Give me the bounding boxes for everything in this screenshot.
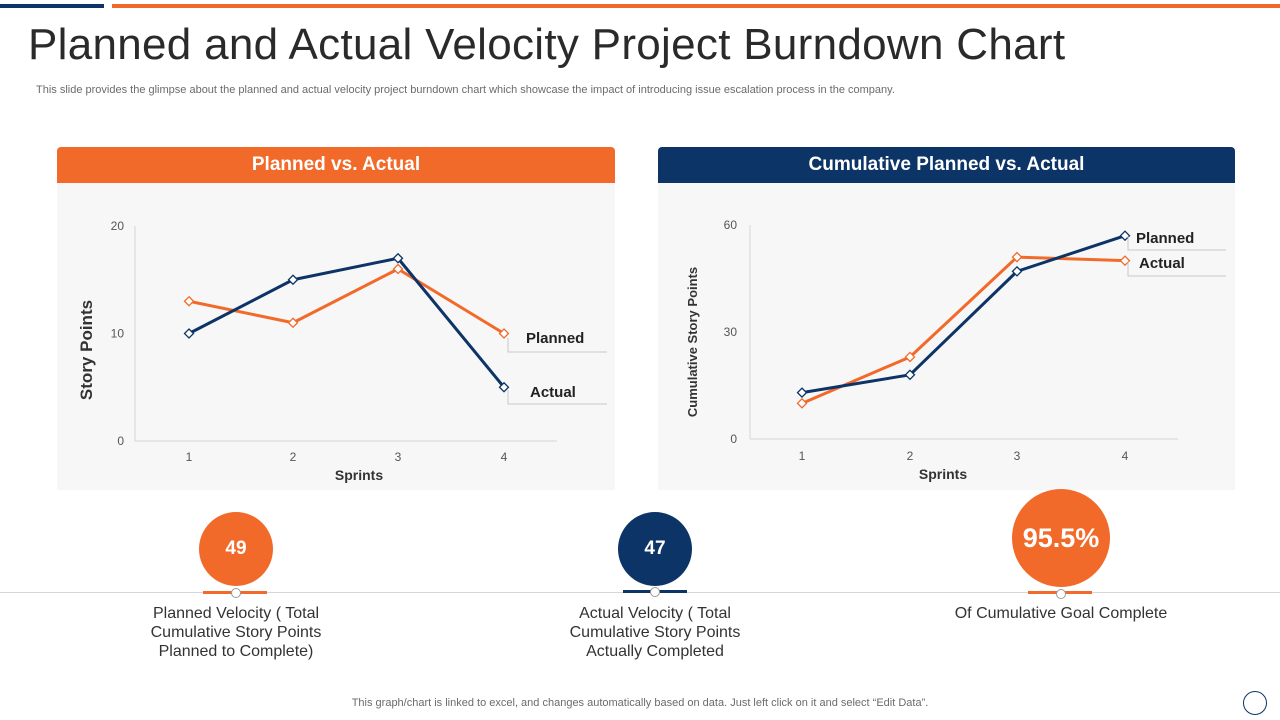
right-panel-header: Cumulative Planned vs. Actual	[658, 147, 1235, 183]
data-point-actual	[1011, 251, 1023, 263]
series-line-planned	[801, 234, 1126, 395]
data-point-planned	[498, 381, 510, 393]
data-point-actual	[183, 295, 195, 307]
left-panel-header: Planned vs. Actual	[57, 147, 615, 183]
kpi-planned-circle: 49	[199, 512, 273, 586]
data-point-actual	[287, 317, 299, 329]
legend-callout-line	[1127, 262, 1226, 277]
data-point-actual	[796, 397, 808, 409]
data-point-actual	[904, 351, 916, 363]
data-point-planned	[904, 369, 916, 381]
kpi-actual-dot	[650, 587, 660, 597]
top-accent-bar-blue	[0, 4, 104, 8]
kpi-planned-dot	[231, 588, 241, 598]
legend-label-actual: Actual	[530, 384, 576, 401]
x-tick-label: 4	[1122, 449, 1129, 463]
series-line-actual	[801, 255, 1126, 405]
kpi-actual-circle: 47	[618, 512, 692, 586]
kpi-goal-label: Of Cumulative Goal Complete	[954, 605, 1168, 622]
x-tick-label: 1	[186, 450, 193, 464]
x-tick-label: 1	[799, 449, 806, 463]
x-axis-title: Sprints	[335, 467, 383, 483]
kpi-goal-dot	[1056, 589, 1066, 599]
footer-note: This graph/chart is linked to excel, and…	[351, 697, 929, 709]
y-tick-label: 10	[111, 327, 125, 341]
x-tick-label: 3	[395, 450, 402, 464]
kpi-goal-circle: 95.5%	[1012, 489, 1110, 587]
left-chart-panel	[57, 183, 615, 490]
x-tick-label: 4	[501, 450, 508, 464]
y-tick-label: 20	[111, 219, 125, 233]
x-tick-label: 2	[907, 449, 914, 463]
corner-ring-icon	[1243, 691, 1267, 715]
data-point-planned	[287, 274, 299, 286]
kpi-actual-label: Actual Velocity ( Total Cumulative Story…	[569, 605, 741, 660]
y-tick-label: 60	[724, 218, 738, 232]
y-axis-title: Cumulative Story Points	[685, 267, 700, 417]
legend-label-planned: Planned	[1136, 230, 1194, 247]
y-axis-title: Story Points	[77, 300, 96, 400]
page-title: Planned and Actual Velocity Project Burn…	[28, 20, 1066, 69]
y-tick-label: 0	[730, 432, 737, 446]
legend-callout-line	[507, 338, 607, 353]
x-axis-title: Sprints	[919, 466, 967, 482]
legend-label-actual: Actual	[1139, 255, 1185, 272]
top-accent-bar-orange	[112, 4, 1280, 8]
legend-label-planned: Planned	[526, 330, 584, 347]
x-tick-label: 2	[290, 450, 297, 464]
data-point-planned	[183, 328, 195, 339]
data-point-actual	[1119, 255, 1131, 267]
legend-callout-line	[507, 390, 607, 405]
series-line-planned	[188, 256, 506, 389]
data-point-actual	[498, 328, 510, 339]
data-point-planned	[392, 252, 404, 264]
data-point-planned	[796, 387, 808, 399]
y-tick-label: 0	[117, 434, 124, 448]
series-line-actual	[188, 267, 505, 335]
data-point-planned	[1119, 230, 1131, 242]
kpi-planned-label: Planned Velocity ( Total Cumulative Stor…	[150, 605, 322, 660]
page-subtitle: This slide provides the glimpse about th…	[36, 84, 895, 96]
data-point-actual	[392, 263, 404, 275]
y-tick-label: 30	[724, 325, 738, 339]
data-point-planned	[1011, 265, 1023, 277]
legend-callout-line	[1127, 236, 1226, 251]
x-tick-label: 3	[1014, 449, 1021, 463]
